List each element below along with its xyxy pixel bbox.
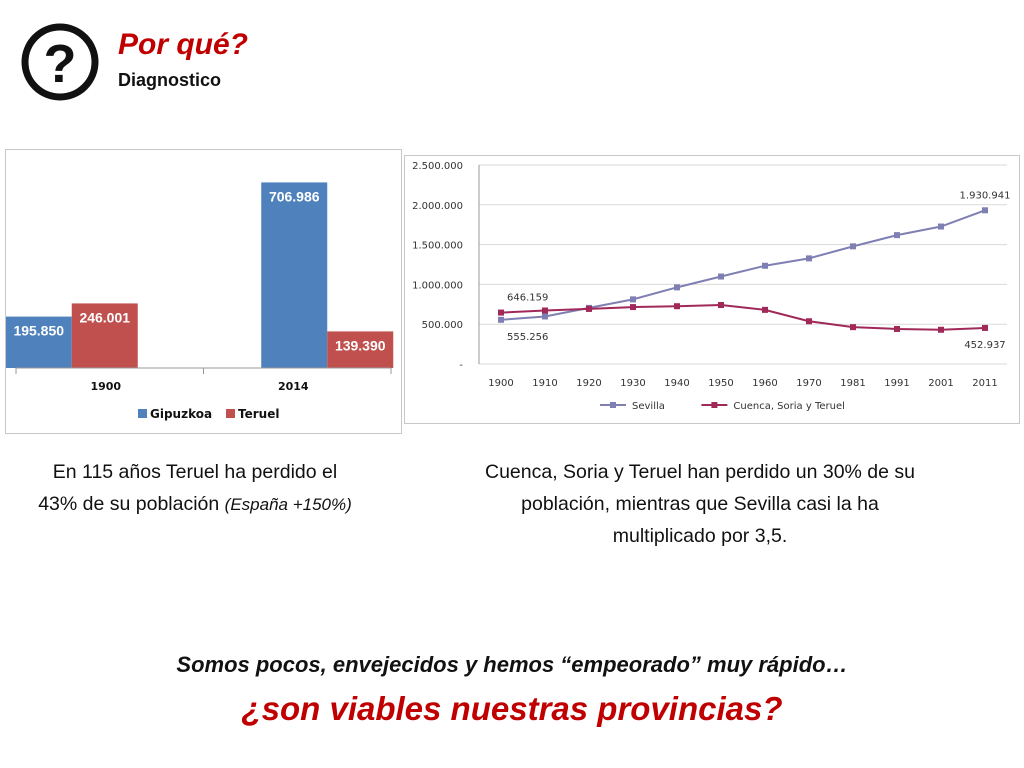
series-line-0 [500, 209, 986, 321]
series-0-point [542, 313, 548, 320]
series-0-point [718, 273, 724, 280]
series-1-point [938, 326, 944, 333]
series-0-point [894, 232, 900, 239]
series-0-point [850, 243, 856, 250]
line-x-tick-label: 1910 [532, 378, 557, 389]
caption-left-line1: En 115 años Teruel ha perdido el [52, 461, 338, 483]
series-1-point [718, 302, 724, 309]
series-0-point [806, 255, 812, 262]
line-data-label: 555.256 [507, 332, 548, 343]
series-line-1 [500, 304, 986, 331]
series-0-point [674, 284, 680, 291]
bar-gipuzkoa-2014 [261, 182, 328, 368]
line-chart: - 500.000 1.000.000 1.500.000 2.000.000 2.500… [404, 155, 1020, 424]
series-1-point [542, 307, 548, 314]
line-y-tick-label: 1.000.000 [412, 280, 463, 291]
line-y-tick-label: 500.000 [422, 320, 463, 331]
line-y-tick-label: 2.500.000 [412, 161, 463, 172]
legend-label-1: Cuenca, Soria y Teruel [733, 401, 845, 412]
series-1-point [498, 309, 504, 316]
line-x-tick-label: 1920 [576, 378, 601, 389]
bar-data-label: 139.390 [335, 337, 386, 353]
bar-teruel-2014 [327, 331, 394, 368]
line-data-label: 646.159 [507, 293, 548, 304]
series-0-point [630, 296, 636, 303]
line-y-tick-label: 2.000.000 [412, 201, 463, 212]
series-1-point [894, 325, 900, 332]
page-title: Por qué? [118, 28, 249, 61]
series-0-point [498, 316, 504, 323]
line-y-tick-label: - [459, 360, 463, 371]
legend-label-teruel: Teruel [238, 407, 279, 421]
legend-label-gipuzkoa: Gipuzkoa [150, 407, 212, 421]
legend-swatch-teruel [226, 409, 235, 418]
line-y-tick-label: 1.500.000 [412, 241, 463, 252]
caption-right-line3: multiplicado por 3,5. [612, 525, 788, 547]
series-1-point [630, 304, 636, 311]
page-subtitle: Diagnostico [118, 70, 222, 90]
legend-marker-0 [610, 402, 616, 408]
caption-left: En 115 años Teruel ha perdido el 43% de … [0, 456, 390, 521]
legend-label-0: Sevilla [632, 401, 665, 412]
line-x-tick-label: 1960 [752, 378, 777, 389]
series-1-point [806, 318, 812, 325]
line-x-tick-label: 1950 [708, 378, 733, 389]
series-1-point [762, 306, 768, 313]
caption-left-italic: (España +150%) [224, 495, 352, 514]
line-x-tick-label: 2001 [928, 378, 953, 389]
caption-right: Cuenca, Soria y Teruel han perdido un 30… [420, 456, 980, 552]
bar-teruel-1900 [71, 303, 138, 368]
line-x-tick-label: 2011 [972, 378, 997, 389]
bar-category-label: 2014 [278, 380, 309, 393]
bar-gipuzkoa-1900 [6, 316, 72, 368]
question-circle-icon: ? [21, 23, 99, 101]
line-x-tick-label: 1900 [488, 378, 513, 389]
bar-category-label: 1900 [90, 380, 121, 393]
line-data-label: 452.937 [964, 340, 1005, 351]
bar-data-label: 706.986 [269, 188, 320, 204]
bar-chart-svg: 195.850 246.001 1900 706.986 139.390 2014 Gipu… [6, 182, 394, 421]
caption-right-line1: Cuenca, Soria y Teruel han perdido un 30… [484, 461, 915, 483]
caption-left-line2: 43% de su población [38, 493, 220, 515]
line-x-tick-label: 1930 [620, 378, 645, 389]
series-1-point [982, 324, 988, 331]
series-1-point [586, 305, 592, 312]
bar-data-label: 195.850 [13, 323, 64, 339]
bar-data-label: 246.001 [79, 309, 130, 325]
bottom-question: ¿son viables nuestras provincias? [241, 690, 783, 727]
series-1-point [674, 303, 680, 310]
line-data-label: 1.930.941 [960, 190, 1011, 201]
legend-swatch-gipuzkoa [138, 409, 147, 418]
caption-left-line2-wrap: 43% de su población (España +150%) [0, 488, 390, 521]
line-x-tick-label: 1981 [840, 378, 865, 389]
series-1-point [850, 324, 856, 331]
svg-text:?: ? [44, 34, 77, 94]
legend-marker-1 [711, 402, 718, 408]
line-x-tick-label: 1940 [664, 378, 689, 389]
series-0-point [762, 262, 768, 269]
line-chart-svg: - 500.000 1.000.000 1.500.000 2.000.000 2.500… [412, 161, 1011, 412]
caption-right-line2: población, mientras que Sevilla casi la … [521, 493, 879, 515]
series-0-point [982, 207, 988, 214]
line-x-tick-label: 1991 [884, 378, 909, 389]
line-x-tick-label: 1970 [796, 378, 821, 389]
series-0-point [938, 223, 944, 230]
bottom-statement: Somos pocos, envejecidos y hemos “empeor… [176, 652, 848, 677]
bar-chart: 195.850 246.001 1900 706.986 139.390 2014 Gipu… [5, 149, 402, 434]
